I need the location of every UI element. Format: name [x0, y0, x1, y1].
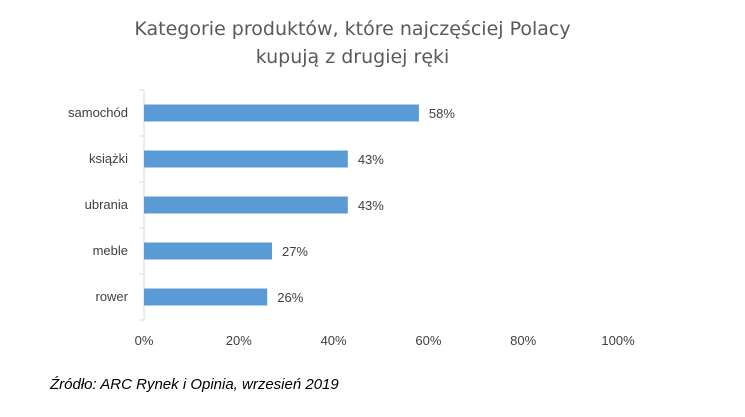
category-label-3: meble — [93, 243, 128, 258]
x-tick-label-3: 60% — [415, 333, 441, 348]
x-tick-label-0: 0% — [135, 333, 154, 348]
source-note: Źródło: ARC Rynek i Opinia, wrzesień 201… — [50, 376, 339, 393]
category-label-1: książki — [89, 151, 128, 166]
category-label-0: samochód — [68, 105, 128, 120]
data-label-4: 26% — [277, 290, 303, 305]
bar-3 — [144, 242, 272, 260]
bar-1 — [144, 150, 348, 168]
bar-4 — [144, 288, 268, 306]
category-label-4: rower — [95, 289, 128, 304]
x-tick-label-2: 40% — [321, 333, 347, 348]
data-label-3: 27% — [282, 244, 308, 259]
chart-title-line-2: kupują z drugiej ręki — [255, 46, 450, 68]
data-label-0: 58% — [429, 106, 455, 121]
x-tick-label-4: 80% — [510, 333, 536, 348]
chart-title-line-1: Kategorie produktów, które najczęściej P… — [134, 18, 571, 40]
bar-0 — [144, 104, 419, 122]
bar-2 — [144, 196, 348, 214]
category-label-2: ubrania — [85, 197, 129, 212]
x-tick-label-5: 100% — [601, 333, 635, 348]
x-tick-label-1: 20% — [226, 333, 252, 348]
data-label-2: 43% — [358, 198, 384, 213]
data-label-1: 43% — [358, 152, 384, 167]
